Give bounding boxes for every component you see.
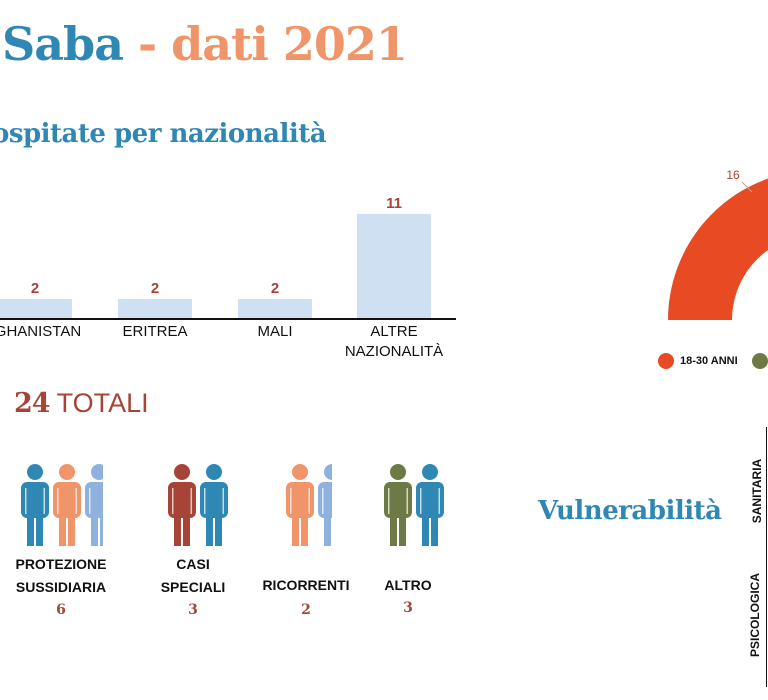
permit-group-1: [19, 460, 103, 550]
page-title: Saba - dati 2021: [2, 14, 408, 74]
person-icon: [318, 464, 332, 546]
person-icon: [200, 464, 228, 546]
nationality-section-title: ospitate per nazionalità: [0, 119, 327, 149]
legend-label-18-30: 18-30 ANNI: [680, 354, 738, 367]
permit-group-count-4: 3: [403, 600, 413, 616]
age-legend: 18-30 ANNI: [658, 352, 768, 370]
person-icon: [416, 464, 444, 546]
bar-1: [0, 299, 72, 318]
bar-value-label-3: 2: [271, 280, 279, 297]
vulnerability-title: Vulnerabilità: [538, 496, 722, 526]
people-icons: [21, 464, 103, 546]
permit-group-label-line: RICORRENTI: [262, 577, 350, 593]
title-part1: Saba: [2, 17, 124, 71]
permit-group-4: [382, 460, 448, 550]
legend-swatch-2: [752, 352, 768, 369]
totals-label: TOTALI: [49, 388, 149, 418]
permit-group-count-3: 2: [301, 602, 311, 618]
legend-swatch-18-30: [658, 352, 674, 369]
category-label-3: MALI: [257, 323, 293, 340]
people-icons: [384, 464, 444, 546]
category-label-2: ERITREA: [122, 323, 188, 340]
vulnerability-label-sanitaria: SANITARIA: [750, 458, 764, 524]
bar-3: [238, 299, 312, 318]
permit-group-2: [166, 460, 232, 550]
person-icon: [53, 464, 81, 546]
bar-value-label-1: 2: [31, 280, 39, 297]
permit-group-label-4: ALTRO: [348, 574, 468, 597]
permit-group-label-line: PROTEZIONE: [15, 556, 107, 572]
title-separator: -: [123, 17, 172, 71]
bar-value-label-2: 2: [151, 280, 159, 297]
bar-4: [357, 214, 431, 318]
category-label-1: GHANISTAN: [0, 323, 82, 340]
donut-slice-label: 16: [726, 168, 740, 182]
age-donut-chart: 16: [668, 168, 768, 320]
permit-group-label-1: PROTEZIONE SUSSIDIARIA: [1, 553, 121, 599]
permit-group-label-3: RICORRENTI: [246, 574, 366, 597]
permit-group-label-line: SUSSIDIARIA: [15, 579, 107, 595]
vulnerability-axis-line: [766, 427, 767, 687]
person-icon: [168, 464, 196, 546]
permit-group-label-line: SPECIALI: [160, 579, 226, 595]
permit-group-count-2: 3: [188, 602, 198, 618]
title-part2: dati 2021: [171, 17, 408, 71]
person-icon: [21, 464, 49, 546]
vulnerability-label-psicologica: PSICOLOGICA: [748, 573, 762, 658]
people-icons: [168, 464, 228, 546]
permit-group-3: [284, 460, 332, 550]
nationality-bar-chart: 2 2 2 11: [0, 195, 456, 320]
bar-value-label-4: 11: [386, 195, 402, 212]
person-icon: [85, 464, 103, 546]
permit-group-count-1: 6: [56, 602, 66, 618]
permit-group-label-2: CASI SPECIALI: [133, 553, 253, 599]
bar-2: [118, 299, 192, 318]
people-icons: [286, 464, 332, 546]
totals-number: 24: [14, 388, 51, 419]
totals-heading: 24 TOTALI: [14, 388, 149, 419]
permit-group-label-line: CASI: [176, 556, 210, 572]
person-icon: [384, 464, 412, 546]
permit-group-label-line: ALTRO: [384, 577, 432, 593]
donut-slice-18-30: [668, 178, 768, 320]
category-label-4: ALTRE NAZIONALITÀ: [344, 323, 444, 360]
person-icon: [286, 464, 314, 546]
donut-label-leader: [741, 181, 753, 193]
